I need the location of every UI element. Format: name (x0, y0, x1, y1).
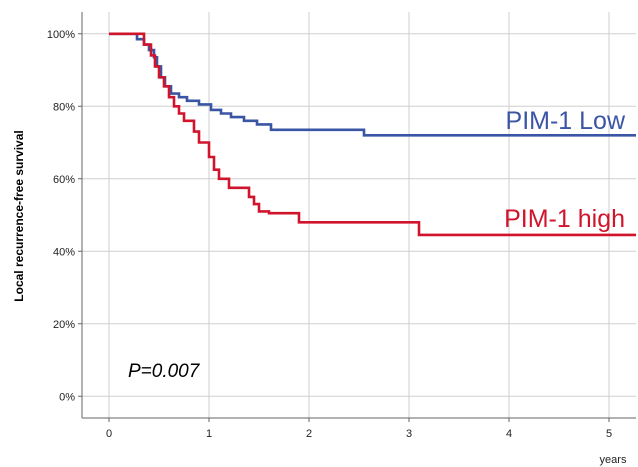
series-label-pim1-low: PIM-1 Low (506, 107, 626, 135)
y-tick-label: 40% (53, 246, 75, 258)
p-value-annotation: P=0.007 (128, 361, 201, 382)
y-tick-label: 0% (59, 391, 75, 403)
x-tick-label: 3 (406, 428, 412, 440)
tick-labels: 0% 20% 40% 60% 80% 100% 0 1 2 3 4 5 (47, 29, 612, 440)
x-axis-label: years (600, 454, 627, 466)
y-tick-label: 100% (47, 29, 75, 41)
y-tick-label: 80% (53, 101, 75, 113)
x-tick-label: 5 (606, 428, 612, 440)
y-tick-label: 20% (53, 319, 75, 331)
series-label-pim1-high: PIM-1 high (504, 205, 625, 233)
x-tick-label: 0 (106, 428, 112, 440)
series-lines (109, 32, 636, 237)
x-tick-label: 1 (206, 428, 212, 440)
y-axis-label: Local recurrence-free survival (12, 130, 26, 301)
axes (78, 12, 636, 422)
grid (82, 12, 636, 418)
x-tick-label: 4 (506, 428, 512, 440)
series-line-pim1-high (109, 32, 636, 237)
y-tick-label: 60% (53, 174, 75, 186)
x-tick-label: 2 (306, 428, 312, 440)
